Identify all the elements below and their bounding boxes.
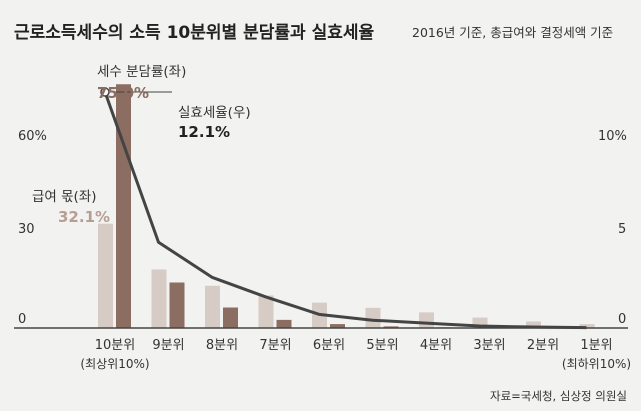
x-tick-label-7: 4분위: [420, 338, 452, 353]
x-tick-label-3: 8분위: [206, 338, 238, 353]
bar-wage-share-4: [258, 295, 274, 328]
right-tick-10: 10%: [598, 129, 627, 144]
bar-wage-share-10: [579, 324, 595, 328]
annotation-tax-share-value: 75.0%: [97, 84, 149, 102]
right-tick-5: 5: [618, 222, 626, 237]
chart-subtitle: 2016년 기준, 총급여와 결정세액 기준: [412, 25, 613, 40]
left-tick-30: 30: [18, 222, 35, 237]
x-tick-label-8: 3분위: [473, 338, 505, 353]
x-tick-label-5: 6분위: [313, 338, 345, 353]
effective-rate-line: [103, 91, 587, 330]
bar-tax-share-6: [383, 326, 399, 328]
x-tick-label-9: 2분위: [527, 338, 559, 353]
bars-group: [98, 84, 595, 328]
bar-tax-share-5: [330, 324, 345, 328]
source-note: 자료=국세청, 심상정 의원실: [490, 389, 627, 403]
x-tick-note-top: (최상위10%): [80, 357, 149, 371]
bar-tax-share-4: [276, 319, 292, 328]
x-tick-label-1: 10분위: [95, 338, 135, 353]
right-tick-0: 0: [618, 312, 626, 327]
annotation-wage-share-label: 급여 몫(좌): [32, 189, 97, 205]
bar-wage-share-7: [419, 312, 434, 328]
left-tick-0: 0: [18, 312, 26, 327]
line-series-group: [100, 87, 587, 330]
x-ticks-group: 10분위 9분위 8분위 7분위 6분위 5분위 4분위 3분위 2분위 1분위 (최상위10%) (…: [80, 338, 631, 371]
x-tick-label-6: 5분위: [366, 338, 398, 353]
x-tick-label-2: 9분위: [152, 338, 184, 353]
bar-wage-share-2: [151, 269, 167, 328]
bar-tax-share-2: [169, 282, 185, 328]
annotation-effective-rate-label: 실효세율(우): [178, 105, 251, 121]
annotation-effective-rate-value: 12.1%: [178, 123, 230, 141]
bar-wage-share-1: [98, 223, 113, 328]
chart-title: 근로소득세수의 소득 10분위별 분담률과 실효세율: [14, 23, 374, 43]
bar-wage-share-9: [526, 321, 541, 328]
bar-tax-share-3: [223, 307, 238, 328]
x-tick-label-4: 7분위: [259, 338, 291, 353]
x-tick-note-bottom: (최하위10%): [562, 357, 631, 371]
bar-wage-share-6: [365, 307, 381, 328]
annotation-tax-share-label: 세수 분담률(좌): [97, 64, 186, 80]
annotation-wage-share-value: 32.1%: [58, 208, 110, 226]
bar-tax-share-1: [116, 84, 131, 328]
bar-wage-share-3: [205, 285, 220, 328]
x-tick-label-10: 1분위: [580, 338, 612, 353]
bar-wage-share-8: [472, 317, 488, 328]
left-tick-60: 60%: [18, 129, 47, 144]
